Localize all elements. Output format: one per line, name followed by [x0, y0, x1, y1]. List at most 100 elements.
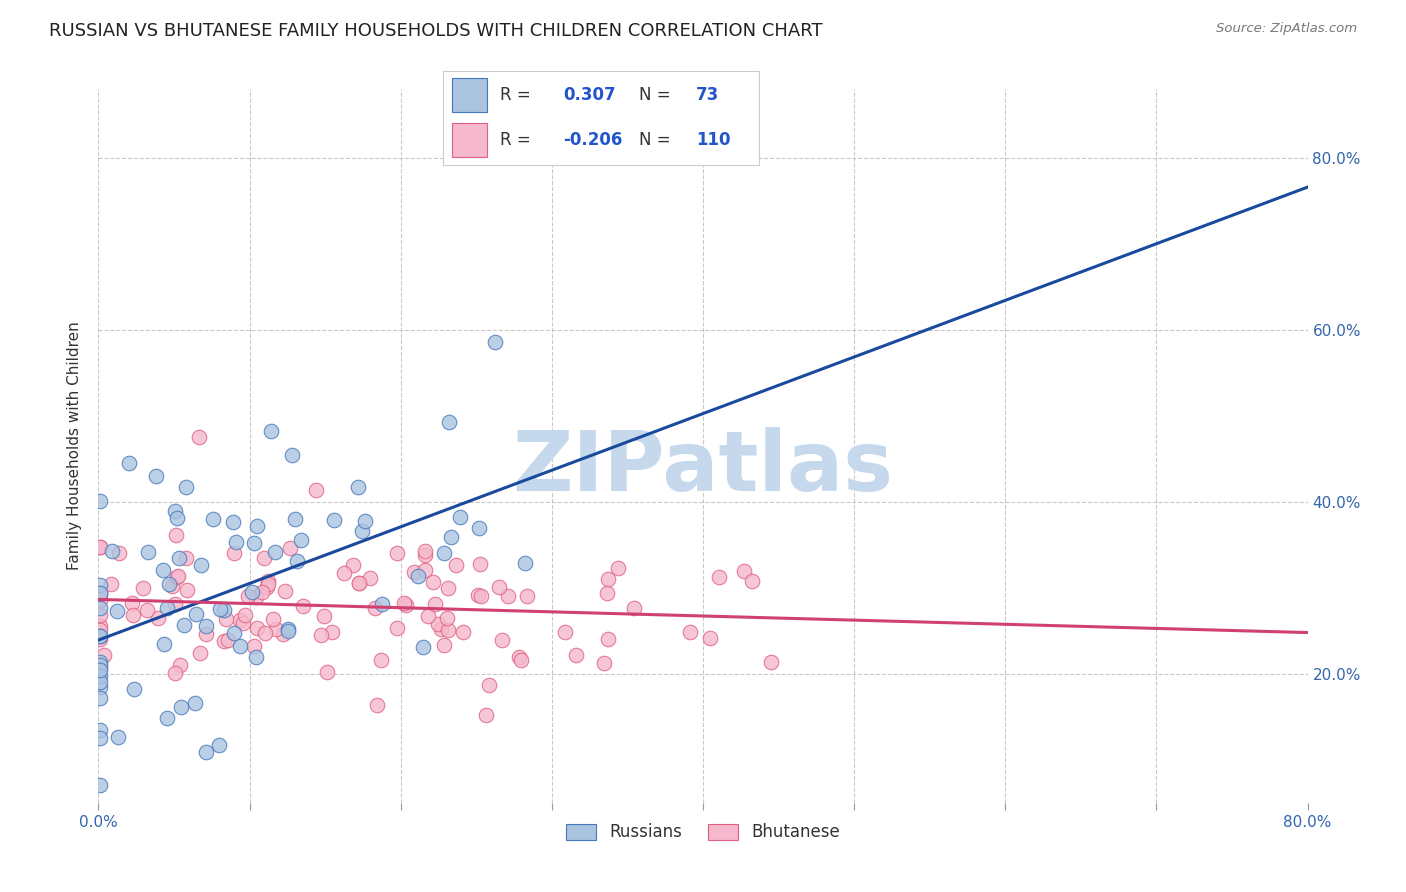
Point [245, 590, 267, 604]
Point [222, 515, 245, 529]
Point [89, 629, 111, 643]
Point [264, 622, 287, 636]
Point [89, 628, 111, 642]
Point [214, 633, 236, 648]
Point [163, 503, 186, 517]
Point [152, 563, 174, 577]
Point [280, 541, 302, 555]
Point [387, 621, 409, 635]
Point [195, 627, 218, 641]
Point [312, 609, 335, 624]
Point [491, 632, 513, 647]
Point [89, 587, 111, 601]
Point [245, 650, 267, 665]
Point [354, 514, 377, 528]
Text: R =: R = [501, 86, 536, 103]
Point [176, 583, 198, 598]
Point [263, 545, 285, 559]
Point [89, 657, 111, 672]
Point [194, 745, 217, 759]
Point [416, 609, 439, 624]
Point [290, 533, 312, 547]
Point [449, 510, 471, 524]
Point [215, 612, 238, 626]
Point [422, 575, 444, 590]
Point [467, 588, 489, 602]
Point [93, 648, 115, 663]
Point [707, 569, 730, 583]
Point [554, 625, 576, 640]
Point [208, 738, 231, 752]
Point [423, 597, 446, 611]
Point [402, 565, 425, 579]
Point [232, 616, 254, 631]
Point [509, 652, 531, 666]
Point [174, 551, 197, 566]
Point [257, 577, 280, 591]
Point [246, 621, 269, 635]
Point [352, 524, 374, 538]
Point [89, 655, 111, 669]
Point [160, 579, 183, 593]
Point [359, 571, 381, 585]
Point [153, 637, 176, 651]
Point [165, 527, 187, 541]
Point [89, 623, 111, 637]
Point [430, 622, 453, 636]
Point [89, 586, 111, 600]
Point [89, 690, 111, 705]
Point [167, 569, 190, 583]
Point [513, 557, 536, 571]
Point [274, 584, 297, 599]
Point [89, 731, 111, 745]
Point [426, 617, 449, 632]
Point [89, 723, 111, 737]
Point [252, 550, 274, 565]
Point [564, 648, 586, 663]
Point [412, 640, 434, 654]
Point [242, 536, 264, 550]
FancyBboxPatch shape [453, 78, 486, 112]
Point [516, 589, 538, 603]
Point [89, 494, 111, 508]
Point [498, 589, 520, 603]
Point [623, 601, 645, 615]
Point [145, 469, 167, 483]
FancyBboxPatch shape [453, 123, 486, 157]
Point [436, 581, 458, 595]
Point [89, 632, 111, 646]
Point [89, 675, 111, 690]
Point [271, 627, 294, 641]
Point [135, 603, 157, 617]
Point [238, 589, 260, 603]
Point [281, 448, 304, 462]
Point [156, 600, 179, 615]
Point [598, 572, 620, 586]
Point [333, 566, 356, 581]
Point [607, 561, 630, 575]
Point [105, 604, 128, 618]
Text: Source: ZipAtlas.com: Source: ZipAtlas.com [1216, 22, 1357, 36]
Point [176, 480, 198, 494]
Point [233, 607, 256, 622]
Point [89, 664, 111, 678]
Point [468, 557, 491, 571]
Point [260, 425, 283, 439]
Point [121, 596, 143, 610]
Point [170, 699, 193, 714]
Point [173, 618, 195, 632]
Point [285, 554, 308, 568]
Point [484, 334, 506, 349]
Point [101, 544, 124, 558]
Point [217, 633, 239, 648]
Point [439, 531, 461, 545]
Point [169, 658, 191, 673]
Point [243, 639, 266, 653]
Point [346, 480, 368, 494]
Point [413, 543, 436, 558]
Point [395, 599, 418, 613]
Point [89, 585, 111, 599]
Point [413, 563, 436, 577]
Point [316, 665, 339, 679]
Point [136, 545, 159, 559]
